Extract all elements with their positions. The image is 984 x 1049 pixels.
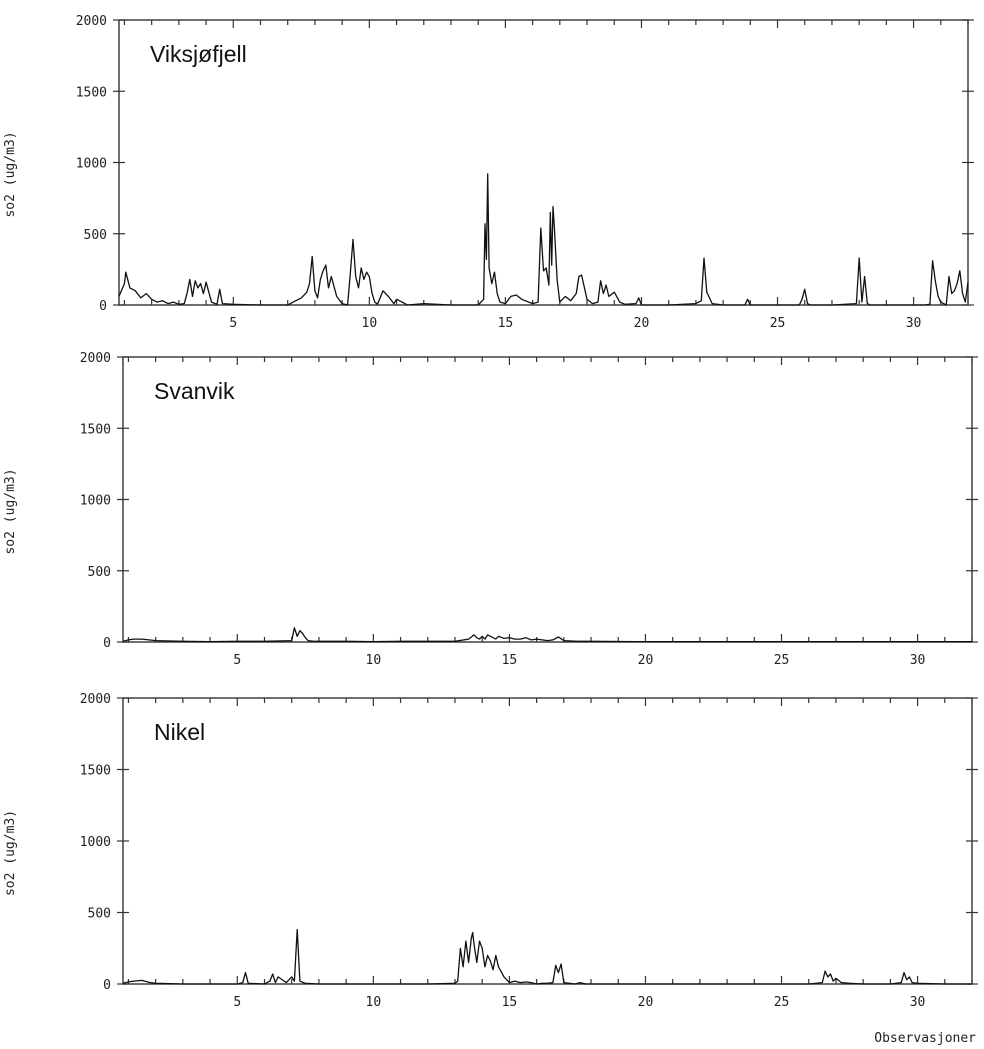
y-tick-label: 1000 bbox=[80, 494, 111, 509]
so2-series-line-svanvik bbox=[122, 627, 972, 643]
y-tick-label: 1500 bbox=[76, 85, 107, 100]
so2-series-line-nikel bbox=[122, 929, 972, 985]
panel-title: Svanvik bbox=[154, 378, 235, 404]
y-tick-label: 500 bbox=[84, 228, 107, 243]
panel-nikel: 5 10 15 20 25 30 0 500 1000 1500 2000 so2 (ug/m3) Ni… bbox=[3, 692, 978, 1046]
y-axis-label: so2 (ug/m3) bbox=[3, 131, 18, 217]
x-tick-label: 10 bbox=[366, 653, 382, 668]
x-tick-label: 25 bbox=[770, 316, 786, 331]
x-tick-label: 30 bbox=[910, 995, 926, 1010]
x-tick-label: 5 bbox=[229, 316, 237, 331]
x-tick-label: 5 bbox=[233, 995, 241, 1010]
x-tick-label: 15 bbox=[502, 653, 518, 668]
y-axis-label: so2 (ug/m3) bbox=[3, 468, 18, 554]
so2-series-line-viksjofjell bbox=[118, 173, 969, 306]
panel-svanvik: 5 10 15 20 25 30 0 500 1000 1500 2000 so2 (ug/m3) Sv… bbox=[3, 351, 978, 668]
x-tick-label: 25 bbox=[774, 653, 790, 668]
y-tick-label: 0 bbox=[103, 978, 111, 993]
y-axis-label: so2 (ug/m3) bbox=[3, 810, 18, 896]
x-axis-label: Observasjoner bbox=[874, 1031, 976, 1046]
x-tick-label: 10 bbox=[366, 995, 382, 1010]
plot-frame-svanvik bbox=[122, 356, 973, 643]
y-tick-label: 500 bbox=[88, 907, 111, 922]
x-tick-label: 10 bbox=[362, 316, 378, 331]
y-tick-label: 0 bbox=[99, 299, 107, 314]
y-tick-label: 2000 bbox=[80, 351, 111, 366]
x-tick-label: 30 bbox=[906, 316, 922, 331]
plot-frame-nikel bbox=[122, 697, 973, 985]
x-tick-label: 15 bbox=[498, 316, 514, 331]
panel-title: Viksjøfjell bbox=[150, 41, 247, 67]
y-tick-label: 0 bbox=[103, 636, 111, 651]
x-tick-label: 30 bbox=[910, 653, 926, 668]
x-tick-label: 15 bbox=[502, 995, 518, 1010]
y-tick-label: 1000 bbox=[80, 835, 111, 850]
y-tick-label: 2000 bbox=[76, 14, 107, 29]
x-tick-label: 25 bbox=[774, 995, 790, 1010]
x-tick-label: 20 bbox=[634, 316, 650, 331]
y-tick-label: 1000 bbox=[76, 157, 107, 172]
x-tick-label: 5 bbox=[233, 653, 241, 668]
y-tick-label: 1500 bbox=[80, 422, 111, 437]
y-tick-label: 500 bbox=[88, 565, 111, 580]
y-tick-label: 1500 bbox=[80, 764, 111, 779]
y-tick-label: 2000 bbox=[80, 692, 111, 707]
x-tick-label: 20 bbox=[638, 653, 654, 668]
x-tick-label: 20 bbox=[638, 995, 654, 1010]
panel-title: Nikel bbox=[154, 719, 205, 745]
panel-viksjofjell: 5 10 15 20 25 30 0 500 1000 1500 2000 so2 (ug/m3) Vi… bbox=[3, 14, 974, 331]
